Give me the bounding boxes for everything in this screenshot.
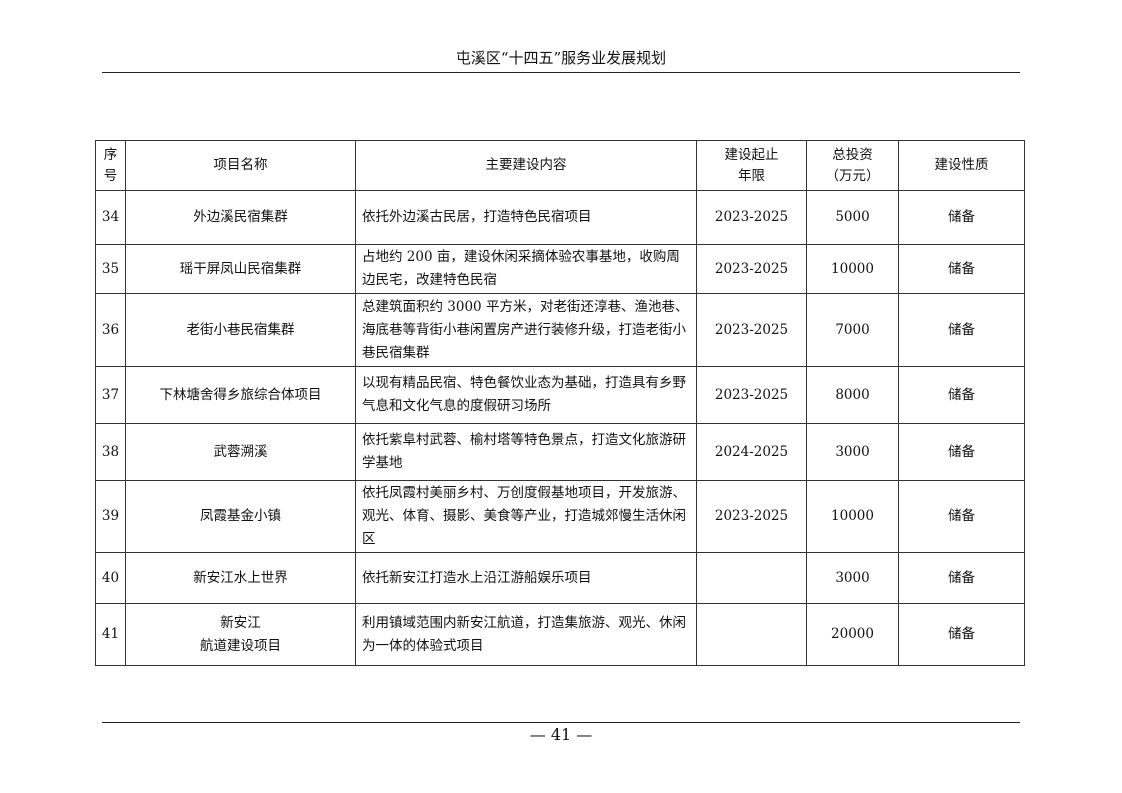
total-investment: 10000 [806,244,899,294]
column-header-text: 主要建设内容 [485,157,567,173]
construction-content: 依托新安江打造水上沿江游船娱乐项目 [355,552,697,604]
column-header-text: 序 [103,146,118,163]
column-header-text: 总投资（万元） [825,146,880,184]
column-header: 序号 [95,140,126,191]
construction-content: 依托紫阜村武蓉、榆村塔等特色景点，打造文化旅游研学基地 [355,423,697,481]
row-number: 38 [95,423,126,481]
column-header: 主要建设内容 [355,140,697,191]
construction-content: 利用镇域范围内新安江航道，打造集旅游、观光、休闲为一体的体验式项目 [355,603,697,666]
row-number: 37 [95,366,126,424]
column-header: 建设起止 年限 [696,140,807,191]
column-header-text: 年限 [738,167,765,184]
project-name-line: 航道建设项目 [200,637,281,654]
page-header: 屯溪区“十四五”服务业发展规划 [102,46,1020,73]
construction-nature: 储备 [898,190,1025,245]
project-name-line: 凤霞基金小镇 [200,508,281,524]
construction-content: 依托凤霞村美丽乡村、万创度假基地项目，开发旅游、观光、体育、摄影、美食等产业，打… [355,480,697,553]
project-name-line: 新安江水上世界 [193,569,288,586]
column-header-text: 建设起止 [724,146,779,163]
table-row: 34 外边溪民宿集群 依托外边溪古民居，打造特色民宿项目 2023-2025 5000 储… [95,190,1025,245]
project-name-line: 老街小巷民宿集群 [186,321,295,338]
total-investment: 20000 [806,603,899,666]
construction-nature: 储备 [898,480,1025,553]
column-header-text: 号 [103,167,118,184]
project-name: 外边溪民宿集群 [125,190,356,245]
project-name-line: 武蓉溯溪 [213,443,268,460]
row-number: 34 [95,190,126,245]
project-name: 下林塘舍得乡旅综合体项目 [125,366,356,424]
footer-divider [102,722,1020,723]
construction-nature: 储备 [898,244,1025,294]
row-number: 35 [95,244,126,294]
project-name: 老街小巷民宿集群 [125,293,356,367]
construction-period: 2023-2025 [696,190,807,245]
construction-period: 2023-2025 [696,244,807,294]
total-investment: 3000 [806,552,899,604]
construction-period: 2023-2025 [696,366,807,424]
table-row: 36 老街小巷民宿集群 总建筑面积约 3000 平方米，对老街还淳巷、渔池巷、海底巷… [95,293,1025,367]
construction-content: 总建筑面积约 3000 平方米，对老街还淳巷、渔池巷、海底巷等背街小巷闲置房产进… [355,293,697,367]
column-header-text: 建设性质 [934,157,989,173]
page-number: — 41 — [529,725,593,744]
total-investment: 10000 [806,480,899,553]
construction-content: 以现有精品民宿、特色餐饮业态为基础，打造具有乡野气息和文化气息的度假研习场所 [355,366,697,424]
project-table: 序号项目名称 主要建设内容 建设起止 年限 总投资（万元） 建设性质 34 外边溪民宿集群依… [95,140,1025,666]
project-name-line: 下林塘舍得乡旅综合体项目 [159,386,322,403]
project-name-line: 外边溪民宿集群 [193,209,288,225]
column-header: 项目名称 [125,140,356,191]
table-row: 37 下林塘舍得乡旅综合体项目 以现有精品民宿、特色餐饮业态为基础，打造具有乡野气息… [95,366,1025,424]
project-name: 凤霞基金小镇 [125,480,356,553]
column-header: 建设性质 [898,140,1025,191]
construction-nature: 储备 [898,366,1025,424]
project-name-line: 新安江 [220,614,261,631]
table-row: 35 瑶干屏凤山民宿集群 占地约 200 亩，建设休闲采摘体验农事基地，收购周边民宅… [95,244,1025,294]
construction-nature: 储备 [898,603,1025,666]
construction-nature: 储备 [898,423,1025,481]
table-row: 39 凤霞基金小镇 依托凤霞村美丽乡村、万创度假基地项目，开发旅游、观光、体育、摄影… [95,480,1025,553]
construction-nature: 储备 [898,552,1025,604]
row-number: 41 [95,603,126,666]
construction-nature: 储备 [898,293,1025,367]
project-name: 新安江水上世界 [125,552,356,604]
total-investment: 3000 [806,423,899,481]
construction-period: 2023-2025 [696,480,807,553]
total-investment: 8000 [806,366,899,424]
column-header-text: 项目名称 [213,157,268,173]
project-name: 武蓉溯溪 [125,423,356,481]
construction-period: 2024-2025 [696,423,807,481]
project-name: 瑶干屏凤山民宿集群 [125,244,356,294]
construction-period: 2023-2025 [696,293,807,367]
total-investment: 5000 [806,190,899,245]
row-number: 39 [95,480,126,553]
project-name: 新安江 航道建设项目 [125,603,356,666]
construction-period [696,552,807,604]
table-header-row: 序号项目名称 主要建设内容 建设起止 年限 总投资（万元） 建设性质 [95,140,1025,191]
construction-period [696,603,807,666]
table-row: 41 新安江 航道建设项目 利用镇域范围内新安江航道，打造集旅游、观光、休闲为一体的体… [95,603,1025,666]
construction-content: 占地约 200 亩，建设休闲采摘体验农事基地，收购周边民宅，改建特色民宿 [355,244,697,294]
header-title: 屯溪区“十四五”服务业发展规划 [455,49,667,67]
project-name-line: 瑶干屏凤山民宿集群 [179,260,302,277]
construction-content: 依托外边溪古民居，打造特色民宿项目 [355,190,697,245]
total-investment: 7000 [806,293,899,367]
row-number: 40 [95,552,126,604]
column-header: 总投资（万元） [806,140,899,191]
table-row: 38 武蓉溯溪 依托紫阜村武蓉、榆村塔等特色景点，打造文化旅游研学基地 2024-20… [95,423,1025,481]
row-number: 36 [95,293,126,367]
table-row: 40 新安江水上世界 依托新安江打造水上沿江游船娱乐项目 3000 储备 [95,552,1025,604]
